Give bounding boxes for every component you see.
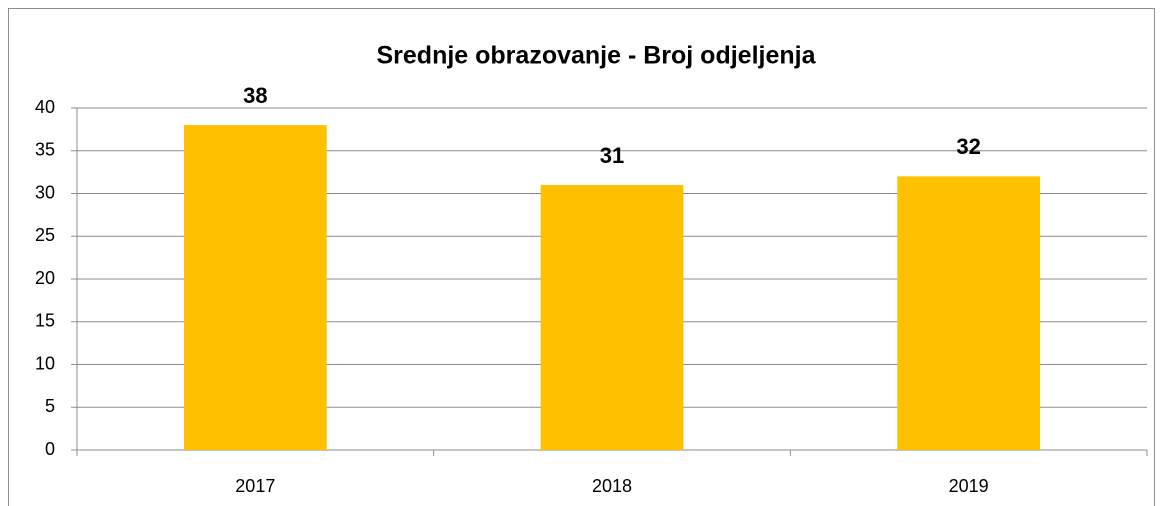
y-tick-label: 25 (35, 225, 55, 245)
y-tick-label: 10 (35, 353, 55, 373)
x-tick-label: 2019 (949, 476, 989, 496)
data-label: 38 (243, 83, 267, 108)
y-tick-label: 35 (35, 140, 55, 160)
y-tick-label: 0 (45, 439, 55, 459)
y-tick-label: 5 (45, 396, 55, 416)
chart-frame (8, 8, 1155, 506)
y-tick-label: 20 (35, 268, 55, 288)
y-tick-label: 40 (35, 97, 55, 117)
y-tick-label: 30 (35, 182, 55, 202)
data-label: 31 (600, 143, 624, 168)
bar (540, 184, 684, 450)
chart-title: Srednje obrazovanje - Broj odjeljenja (377, 42, 817, 70)
y-tick-label: 15 (35, 311, 55, 331)
x-tick-label: 2017 (235, 476, 275, 496)
bar (184, 125, 327, 450)
bar (897, 176, 1040, 450)
data-label: 32 (956, 134, 980, 159)
x-tick-label: 2018 (592, 476, 632, 496)
